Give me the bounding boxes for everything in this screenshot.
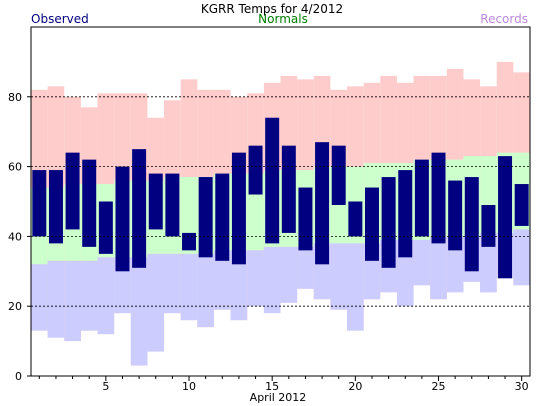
x-tick-label-15: 15 bbox=[265, 380, 279, 393]
observed-bar-day-27 bbox=[464, 177, 479, 272]
axes: 0 20 40 60 80 5 10 15 20 25 30 bbox=[8, 26, 531, 393]
x-axis-label: April 2012 bbox=[250, 391, 307, 404]
normal-low-band-day-20 bbox=[347, 243, 364, 331]
observed-bar-day-16 bbox=[281, 145, 296, 233]
normal-low-band-day-1 bbox=[31, 264, 48, 331]
observed-bar-day-3 bbox=[65, 152, 80, 230]
observed-bar-day-10 bbox=[182, 232, 197, 251]
normal-low-band-day-2 bbox=[47, 260, 65, 338]
normal-low-band-day-19 bbox=[330, 243, 348, 310]
observed-bar-day-1 bbox=[32, 170, 47, 237]
observed-bar-day-21 bbox=[364, 187, 379, 261]
observed-bar-day-11 bbox=[198, 177, 213, 258]
normal-low-band-day-14 bbox=[247, 250, 264, 307]
observed-bar-day-13 bbox=[231, 152, 246, 265]
normal-low-band-day-7 bbox=[130, 257, 148, 366]
legend-normals: Normals bbox=[258, 12, 308, 26]
normal-low-band-day-25 bbox=[430, 236, 447, 300]
observed-bar-day-30 bbox=[514, 184, 529, 226]
observed-bar-day-2 bbox=[48, 170, 63, 244]
observed-bar-day-12 bbox=[215, 173, 230, 261]
observed-bar-day-6 bbox=[115, 166, 130, 272]
observed-bar-day-8 bbox=[148, 173, 163, 230]
gridlines bbox=[31, 96, 530, 307]
normal-low-band-day-28 bbox=[480, 232, 497, 293]
normal-low-band-day-16 bbox=[280, 246, 298, 303]
plot-bands bbox=[31, 61, 530, 366]
chart-title: KGRR Temps for 4/2012 bbox=[201, 2, 343, 16]
normal-low-band-day-13 bbox=[230, 250, 248, 321]
normal-low-band-day-10 bbox=[180, 253, 198, 321]
observed-bar-day-17 bbox=[298, 187, 313, 251]
normal-low-band-day-17 bbox=[297, 246, 314, 289]
observed-bar-day-15 bbox=[265, 117, 280, 244]
observed-bar-day-25 bbox=[431, 152, 446, 244]
plot-frame bbox=[30, 26, 531, 377]
y-tick-label-80: 80 bbox=[8, 91, 22, 104]
y-tick-label-20: 20 bbox=[8, 300, 22, 313]
y-tick-label-60: 60 bbox=[8, 161, 22, 174]
normal-low-band-day-15 bbox=[263, 246, 281, 314]
observed-bar-day-9 bbox=[165, 173, 180, 237]
observed-bar-day-28 bbox=[481, 204, 496, 247]
x-tick-label-20: 20 bbox=[348, 380, 362, 393]
x-tick-label-25: 25 bbox=[432, 380, 446, 393]
observed-bar-day-18 bbox=[315, 142, 330, 265]
normal-low-band-day-5 bbox=[97, 257, 115, 335]
normal-low-band-day-30 bbox=[513, 229, 530, 286]
observed-bar-day-20 bbox=[348, 201, 363, 237]
observed-bar-day-24 bbox=[414, 159, 429, 237]
normal-low-band-day-4 bbox=[80, 260, 98, 331]
x-tick-label-30: 30 bbox=[515, 380, 529, 393]
normal-low-band-day-12 bbox=[213, 250, 231, 310]
x-tick-label-5: 5 bbox=[102, 380, 109, 393]
observed-bar-day-23 bbox=[398, 170, 413, 258]
observed-bar-day-19 bbox=[331, 145, 346, 205]
observed-bar-day-26 bbox=[448, 180, 463, 251]
observed-bar-day-4 bbox=[82, 159, 97, 247]
observed-bar-day-7 bbox=[132, 149, 147, 268]
legend-observed: Observed bbox=[31, 12, 89, 26]
x-tick-label-10: 10 bbox=[182, 380, 196, 393]
legend-records: Records bbox=[480, 12, 528, 26]
normal-low-band-day-24 bbox=[413, 239, 431, 286]
observed-bar-day-29 bbox=[498, 156, 513, 279]
normal-low-band-day-9 bbox=[164, 253, 181, 314]
observed-bar-day-14 bbox=[248, 145, 263, 195]
y-tick-label-40: 40 bbox=[8, 230, 22, 243]
observed-bar-day-5 bbox=[98, 201, 113, 254]
observed-bar-day-22 bbox=[381, 177, 396, 268]
normal-low-band-day-11 bbox=[197, 253, 214, 328]
normal-low-band-day-8 bbox=[147, 253, 165, 352]
y-tick-label-0: 0 bbox=[15, 370, 22, 383]
normal-low-band-day-3 bbox=[64, 260, 81, 342]
